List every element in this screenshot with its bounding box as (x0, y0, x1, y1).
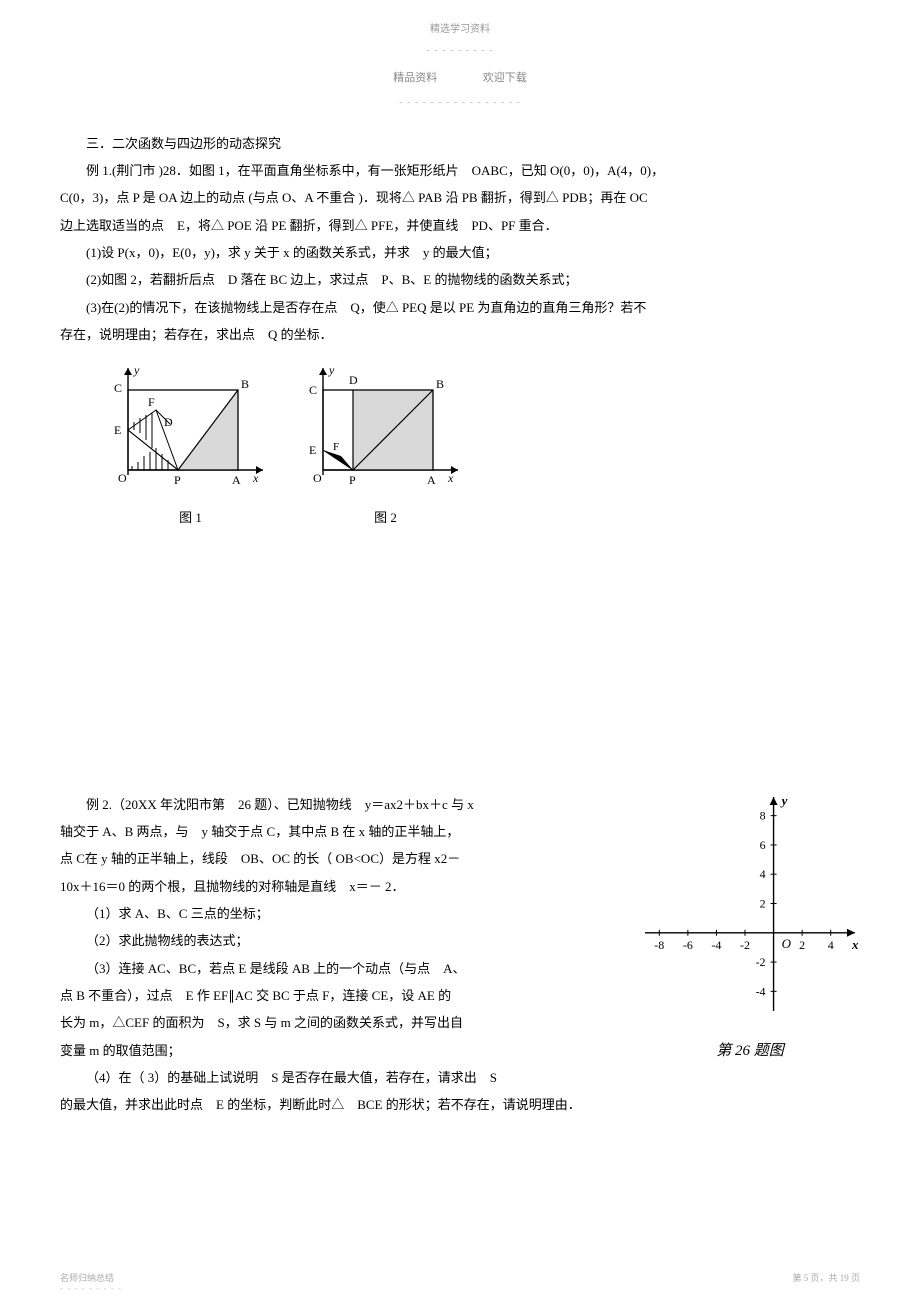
fig2-label-y: y (328, 363, 335, 377)
svg-text:O: O (782, 936, 792, 951)
fig2-label-P: P (349, 473, 356, 487)
coord-plane-svg: -8 -6 -4 -2 2 4 -4 -2 2 4 6 8 Ox y (640, 791, 860, 1021)
svg-text:6: 6 (760, 838, 766, 852)
section-title: 三．二次函数与四边形的动态探究 (60, 130, 860, 157)
ex1-q3b: 存在，说明理由；若存在，求出点 Q 的坐标． (60, 321, 860, 348)
ex2-line1: 例 2.（20XX 年沈阳市第 26 题）、已知抛物线 y＝ax2＋bx＋c 与… (60, 791, 622, 818)
svg-text:-2: -2 (756, 955, 766, 969)
fig1-label-F: F (148, 395, 155, 409)
figures-row: O P A x B C E F D y 图 1 (108, 360, 860, 531)
ex1-q2: (2)如图 2，若翻折后点 D 落在 BC 边上，求过点 P、B、E 的抛物线的… (60, 266, 860, 293)
svg-text:-4: -4 (711, 938, 721, 952)
ex2-line3: 点 C在 y 轴的正半轴上，线段 OB、OC 的长（ OB<OC）是方程 x2－ (60, 845, 622, 872)
ex2-q2: （2）求此抛物线的表达式； (60, 927, 622, 954)
fig2-caption: 图 2 (303, 504, 468, 531)
header-left: 精品资料 (393, 72, 437, 84)
chart-caption: 第 26 题图 (640, 1036, 860, 1068)
figure-1-svg: O P A x B C E F D y (108, 360, 273, 490)
fig2-label-O: O (313, 471, 322, 485)
fig1-label-D: D (164, 415, 173, 429)
fig1-label-x: x (252, 471, 259, 485)
ex2-q1: （1）求 A、B、C 三点的坐标； (60, 900, 622, 927)
fig1-label-B: B (241, 377, 249, 391)
fig2-label-x: x (447, 471, 454, 485)
fig1-label-P: P (174, 473, 181, 487)
body-text: 三．二次函数与四边形的动态探究 例 1.(荆门市 )28．如图 1，在平面直角坐… (60, 130, 860, 1119)
fig1-label-O: O (118, 471, 127, 485)
header-dashes: - - - - - - - - - - - - - - - - (60, 93, 860, 112)
ex2-q3a: （3）连接 AC、BC，若点 E 是线段 AB 上的一个动点（与点 A、 (60, 955, 622, 982)
fig2-label-E: E (309, 443, 316, 457)
svg-text:4: 4 (828, 938, 834, 952)
fig1-label-y: y (133, 363, 140, 377)
ex2-q3b: 点 B 不重合），过点 E 作 EF∥AC 交 BC 于点 F，连接 CE，设 … (60, 982, 622, 1009)
svg-text:-2: -2 (740, 938, 750, 952)
page: 精选学习资料 - - - - - - - - - 精品资料 欢迎下载 - - -… (0, 0, 920, 1303)
svg-text:y: y (780, 793, 788, 808)
ex1-line3: 边上选取适当的点 E，将△ POE 沿 PE 翻折，得到△ PFE，并使直线 P… (60, 212, 860, 239)
fig1-label-A: A (232, 473, 241, 487)
footer-dashes: - - - - - - - - - (60, 1280, 122, 1297)
example2-wrap: 例 2.（20XX 年沈阳市第 26 题）、已知抛物线 y＝ax2＋bx＋c 与… (60, 791, 860, 1091)
example2-chart: -8 -6 -4 -2 2 4 -4 -2 2 4 6 8 Ox y 第 26 题图 (640, 791, 860, 1068)
fig1-label-C: C (114, 381, 122, 395)
example2-text: 例 2.（20XX 年沈阳市第 26 题）、已知抛物线 y＝ax2＋bx＋c 与… (60, 791, 622, 1091)
figure-2: O P A x B C E F D y 图 2 (303, 360, 468, 531)
ex1-q1: (1)设 P(x，0)，E(0，y)，求 y 关于 x 的函数关系式，并求 y … (60, 239, 860, 266)
ex2-line4: 10x＋16＝0 的两个根，且抛物线的对称轴是直线 x＝－ 2． (60, 873, 622, 900)
fig2-label-D: D (349, 373, 358, 387)
footer: 名师归纳总结 第 5 页，共 19 页 (60, 1270, 860, 1287)
svg-text:-8: -8 (654, 938, 664, 952)
figure-1: O P A x B C E F D y 图 1 (108, 360, 273, 531)
top-mark: 精选学习资料 (60, 20, 860, 39)
svg-text:2: 2 (799, 938, 805, 952)
header-right: 欢迎下载 (483, 72, 527, 84)
svg-text:x: x (851, 937, 859, 952)
ex2-q4b: 的最大值，并求出此时点 E 的坐标，判断此时△ BCE 的形状；若不存在，请说明… (60, 1091, 860, 1118)
ex2-q4a: （4）在（ 3）的基础上试说明 S 是否存在最大值，若存在，请求出 S (60, 1064, 622, 1091)
fig1-label-E: E (114, 423, 121, 437)
ex2-q3c: 长为 m，△CEF 的面积为 S，求 S 与 m 之间的函数关系式，并写出自 (60, 1009, 622, 1036)
fig2-label-F: F (333, 441, 339, 453)
ex1-line2: C(0，3)，点 P 是 OA 边上的动点 (与点 O、A 不重合 )．现将△ … (60, 184, 860, 211)
ex2-q3d: 变量 m 的取值范围； (60, 1037, 622, 1064)
fig1-caption: 图 1 (108, 504, 273, 531)
ex1-q3a: (3)在(2)的情况下，在该抛物线上是否存在点 Q，使△ PEQ 是以 PE 为… (60, 294, 860, 321)
figure-2-svg: O P A x B C E F D y (303, 360, 468, 490)
fig2-label-B: B (436, 377, 444, 391)
fig2-label-A: A (427, 473, 436, 487)
svg-text:8: 8 (760, 809, 766, 823)
svg-text:-4: -4 (756, 984, 766, 998)
svg-text:-6: -6 (683, 938, 693, 952)
svg-text:2: 2 (760, 896, 766, 910)
ex2-line2: 轴交于 A、B 两点，与 y 轴交于点 C，其中点 B 在 x 轴的正半轴上， (60, 818, 622, 845)
svg-text:4: 4 (760, 867, 766, 881)
top-dashes: - - - - - - - - - (60, 41, 860, 60)
footer-right: 第 5 页，共 19 页 (792, 1270, 860, 1287)
fig2-label-C: C (309, 383, 317, 397)
header-line: 精品资料 欢迎下载 (60, 68, 860, 89)
ex1-line1: 例 1.(荆门市 )28．如图 1，在平面直角坐标系中，有一张矩形纸片 OABC… (60, 157, 860, 184)
